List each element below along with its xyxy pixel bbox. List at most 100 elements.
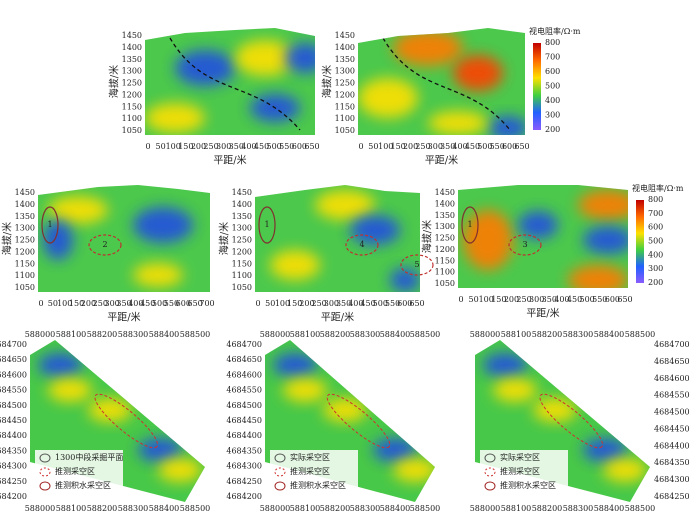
- x-tick-label: 500: [477, 142, 492, 151]
- heat-blob: [583, 226, 628, 254]
- x-tick-label: 588400: [149, 330, 180, 339]
- map-blob: [323, 398, 367, 422]
- heat-blob: [518, 211, 558, 239]
- x-tick-label: 588300: [118, 504, 149, 513]
- legend-symbol: [274, 453, 286, 463]
- legend-label: 推测采空区: [500, 466, 540, 476]
- x-tick-label: 588200: [320, 504, 351, 513]
- y-tick-label: 1100: [122, 114, 142, 123]
- void-outline: [41, 206, 59, 244]
- y-tick-label: 4684500: [0, 401, 27, 410]
- legend-label: 推测采空区: [290, 466, 330, 476]
- x-tick-label: 588200: [87, 330, 118, 339]
- y-tick-label: 1450: [335, 31, 355, 40]
- y-tick-label: 1350: [232, 212, 252, 221]
- x-tick-label: 150: [287, 299, 302, 308]
- legend-symbol: [484, 481, 496, 491]
- void-label: 1: [264, 220, 269, 229]
- colorbar-tick-label: 500: [545, 82, 560, 91]
- x-tick-label: 588200: [87, 504, 118, 513]
- y-axis-title: 海拔/米: [421, 220, 434, 253]
- x-tick-label: 450: [465, 142, 480, 151]
- x-tick-label: 200: [403, 142, 418, 151]
- heat-blob: [568, 265, 628, 288]
- y-tick-label: 4684700: [0, 340, 27, 349]
- colorbar-tick-label: 400: [648, 250, 663, 259]
- x-tick-label: 100: [166, 142, 181, 151]
- x-tick-label: 600: [397, 299, 412, 308]
- map-blob: [48, 378, 92, 402]
- y-tick-label: 1200: [122, 90, 142, 99]
- y-tick-label: 1400: [435, 199, 455, 208]
- legend-symbol: [274, 467, 286, 477]
- y-tick-label: 4684250: [0, 477, 27, 486]
- x-tick-label: 550: [490, 142, 505, 151]
- x-tick-label: 0: [38, 299, 43, 308]
- legend-symbol: [39, 467, 51, 477]
- legend-label: 推测积水采空区: [500, 480, 556, 490]
- colorbar-tick-label: 800: [648, 195, 663, 204]
- map-blob: [88, 398, 132, 422]
- y-tick-label: 4684550: [654, 391, 690, 400]
- x-tick-label: 600: [176, 299, 191, 308]
- x-tick-label: 588300: [118, 330, 149, 339]
- void-label: 4: [359, 240, 364, 249]
- void-outline: [508, 234, 542, 256]
- x-tick-label: 500: [373, 299, 388, 308]
- y-tick-label: 1100: [232, 271, 252, 280]
- colorbar-tick-label: 800: [545, 38, 560, 47]
- y-tick-label: 4684400: [654, 441, 690, 450]
- x-axis-title: 平距/米: [526, 307, 559, 320]
- colorbar-tick-label: 200: [648, 278, 663, 287]
- y-tick-label: 4684350: [226, 446, 262, 455]
- legend-label: 实际采空区: [290, 452, 330, 462]
- x-tick-label: 500: [580, 295, 595, 304]
- x-axis-title: 平距/米: [321, 311, 354, 324]
- x-tick-label: 588100: [56, 330, 87, 339]
- x-axis-title: 平距/米: [425, 154, 458, 167]
- heat-blob: [453, 55, 503, 91]
- x-tick-label: 0: [255, 299, 260, 308]
- heat-section: [358, 28, 525, 135]
- void-label: 1: [47, 220, 52, 229]
- y-tick-label: 1100: [335, 114, 355, 123]
- void-label: 3: [522, 240, 527, 249]
- y-tick-label: 4684550: [0, 386, 27, 395]
- y-tick-label: 1250: [335, 79, 355, 88]
- y-tick-label: 4684550: [226, 386, 262, 395]
- y-tick-label: 1450: [232, 188, 252, 197]
- x-tick-label: 400: [348, 299, 363, 308]
- legend-symbol: [274, 481, 286, 491]
- x-tick-label: 150: [69, 299, 84, 308]
- x-tick-label: 400: [241, 142, 256, 151]
- void-outline: [345, 234, 379, 256]
- heat-blob: [350, 215, 400, 245]
- y-tick-label: 1350: [335, 55, 355, 64]
- x-tick-label: 200: [191, 142, 206, 151]
- x-tick-label: 588500: [180, 330, 211, 339]
- x-tick-label: 588200: [320, 330, 351, 339]
- legend-label: 实际采空区: [500, 452, 540, 462]
- heat-blob: [285, 43, 315, 73]
- x-tick-label: 650: [514, 142, 529, 151]
- y-tick-label: 1200: [232, 247, 252, 256]
- y-axis-title: 海拔/米: [108, 65, 121, 98]
- y-tick-label: 4684400: [0, 431, 27, 440]
- x-tick-label: 600: [292, 142, 307, 151]
- x-tick-label: 588100: [290, 504, 321, 513]
- colorbar-tick-label: 300: [648, 264, 663, 273]
- map-void: [326, 393, 391, 449]
- legend-symbol: [484, 453, 496, 463]
- x-tick-label: 700: [199, 299, 214, 308]
- x-tick-label: 350: [440, 142, 455, 151]
- colorbar-tick-label: 300: [545, 111, 560, 120]
- x-axis-title: 平距/米: [213, 154, 246, 167]
- y-tick-label: 1450: [15, 188, 35, 197]
- y-tick-label: 4684650: [0, 355, 27, 364]
- x-tick-label: 588500: [625, 504, 656, 513]
- y-tick-label: 4684300: [226, 462, 262, 471]
- y-tick-label: 4684250: [226, 477, 262, 486]
- x-tick-label: 300: [529, 295, 544, 304]
- x-tick-label: 300: [105, 299, 120, 308]
- heat-section: [38, 185, 210, 292]
